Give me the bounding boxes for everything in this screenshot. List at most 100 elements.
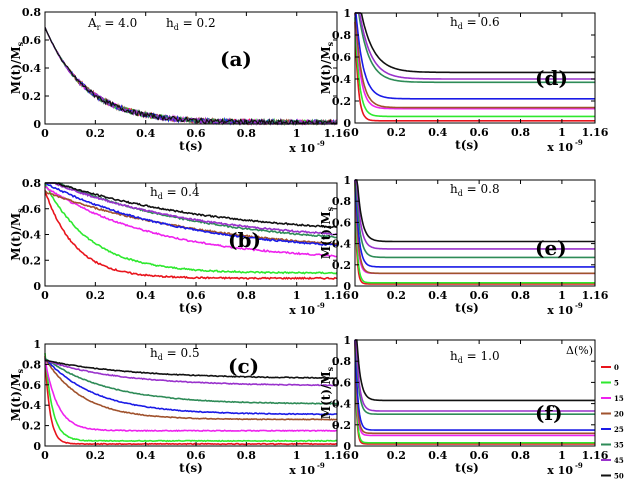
plot-frame — [354, 339, 596, 447]
series-15-line — [354, 12, 595, 110]
x-tick-label: 1 — [293, 449, 301, 462]
y-tick-label: 0.8 — [332, 195, 351, 208]
series-15-line — [44, 27, 338, 127]
x-tick-label: 0.4 — [428, 449, 447, 462]
x-scale-exponent: -9 — [317, 461, 325, 470]
x-tick-label: 0 — [351, 289, 359, 302]
annotation-subscript: d — [158, 353, 163, 362]
annotation-symbol: h — [450, 15, 458, 29]
x-tick-label: 1.16 — [324, 127, 351, 140]
series-5-line — [44, 353, 338, 443]
y-tick-label: 0 — [343, 440, 351, 453]
series-15-line — [44, 185, 338, 258]
y-tick-label: 0.4 — [332, 398, 351, 411]
y-axis-label-sub: s — [325, 206, 335, 211]
x-tick-label: 0.6 — [186, 289, 205, 302]
annotation-symbol: h — [150, 346, 158, 360]
series-5-line — [354, 17, 595, 118]
y-tick-label: 1 — [343, 334, 351, 347]
annotation-symbol: h — [450, 349, 458, 363]
panel-annotation: Ar = 4.0 — [87, 16, 137, 32]
series-0-line — [44, 356, 338, 446]
x-axis-label: t(s) — [179, 139, 203, 153]
panel-label: (b) — [228, 228, 261, 252]
y-tick-label: 0.6 — [332, 376, 351, 389]
y-tick-label: 0.8 — [22, 6, 41, 19]
series-25-line — [355, 12, 595, 100]
x-tick-label: 0.4 — [136, 127, 155, 140]
series-35-line — [355, 179, 595, 259]
y-axis-label: M(t)/Ms — [9, 368, 25, 421]
y-tick-label: 0 — [343, 280, 351, 293]
annotation-subscript: d — [458, 22, 463, 31]
series-5-line — [354, 342, 595, 444]
x-tick-label: 0.6 — [470, 126, 489, 139]
annotation-value: = 0.4 — [163, 185, 200, 199]
x-tick-label: 0.4 — [136, 449, 155, 462]
x-tick-label: 0.2 — [387, 289, 406, 302]
series-25-line — [44, 182, 338, 247]
legend-label-45: 45 — [614, 456, 624, 465]
series-group — [44, 27, 338, 127]
annotation-subscript: d — [458, 189, 463, 198]
y-tick-label: 0.8 — [22, 177, 41, 190]
x-scale-label: x 10 — [289, 464, 315, 477]
annotation-value: = 0.2 — [179, 16, 216, 30]
y-tick-label: 0.4 — [22, 62, 41, 75]
x-tick-label: 0.8 — [237, 289, 256, 302]
x-tick-label: 0 — [351, 126, 359, 139]
x-axis-label: t(s) — [179, 301, 203, 315]
series-0-line — [44, 27, 338, 126]
y-axis-label: M(t)/Ms — [9, 208, 25, 261]
x-axis-label: t(s) — [455, 461, 479, 475]
x-tick-label: 0.2 — [387, 449, 406, 462]
y-axis-label-text: M(t)/Ms — [9, 41, 25, 94]
x-tick-label: 0 — [41, 127, 49, 140]
y-axis-label: M(t)/Ms — [319, 366, 335, 419]
series-50-line — [45, 182, 337, 229]
x-tick-label: 0.8 — [237, 127, 256, 140]
x-tick-label: 0 — [41, 449, 49, 462]
panel-label: (d) — [535, 66, 568, 90]
plot-frame — [44, 343, 338, 447]
y-tick-label: 0 — [343, 117, 351, 130]
series-35-line — [44, 27, 338, 127]
y-tick-label: 0.2 — [22, 254, 41, 267]
legend-label-15: 15 — [614, 394, 624, 403]
series-0-line — [354, 343, 595, 445]
series-50-line — [44, 27, 338, 126]
legend-label-35: 35 — [614, 441, 624, 450]
x-tick-label: 0.6 — [186, 127, 205, 140]
y-axis-label: M(t)/Ms — [319, 41, 335, 94]
y-axis-label-sub: s — [15, 368, 25, 373]
y-axis-label: M(t)/Ms — [319, 206, 335, 259]
y-axis-label-main: M(t)/M — [319, 211, 333, 259]
x-tick-label: 1.16 — [324, 289, 351, 302]
y-axis-label-sub: s — [325, 41, 335, 46]
y-tick-label: 0.8 — [22, 358, 41, 371]
x-scale-exponent: -9 — [575, 461, 583, 470]
x-scale-label: x 10 — [289, 304, 315, 317]
series-45-line — [355, 339, 595, 412]
x-tick-label: 1.16 — [582, 449, 609, 462]
series-5-line — [44, 182, 338, 275]
y-axis-label-text: M(t)/Ms — [9, 368, 25, 421]
series-45-line — [45, 182, 338, 236]
annotation-symbol: h — [450, 182, 458, 196]
annotation-symbol: A — [87, 16, 97, 30]
x-tick-label: 0.8 — [511, 126, 530, 139]
series-0-line — [354, 183, 595, 285]
series-0-line — [354, 21, 595, 122]
series-5-line — [354, 182, 595, 284]
y-tick-label: 0.4 — [332, 238, 351, 251]
series-5-line — [44, 27, 338, 126]
x-scale-exponent: -9 — [317, 139, 325, 148]
series-group — [44, 182, 338, 280]
y-tick-label: 0.6 — [332, 216, 351, 229]
x-tick-label: 0.6 — [186, 449, 205, 462]
y-axis-label-main: M(t)/M — [9, 213, 23, 261]
